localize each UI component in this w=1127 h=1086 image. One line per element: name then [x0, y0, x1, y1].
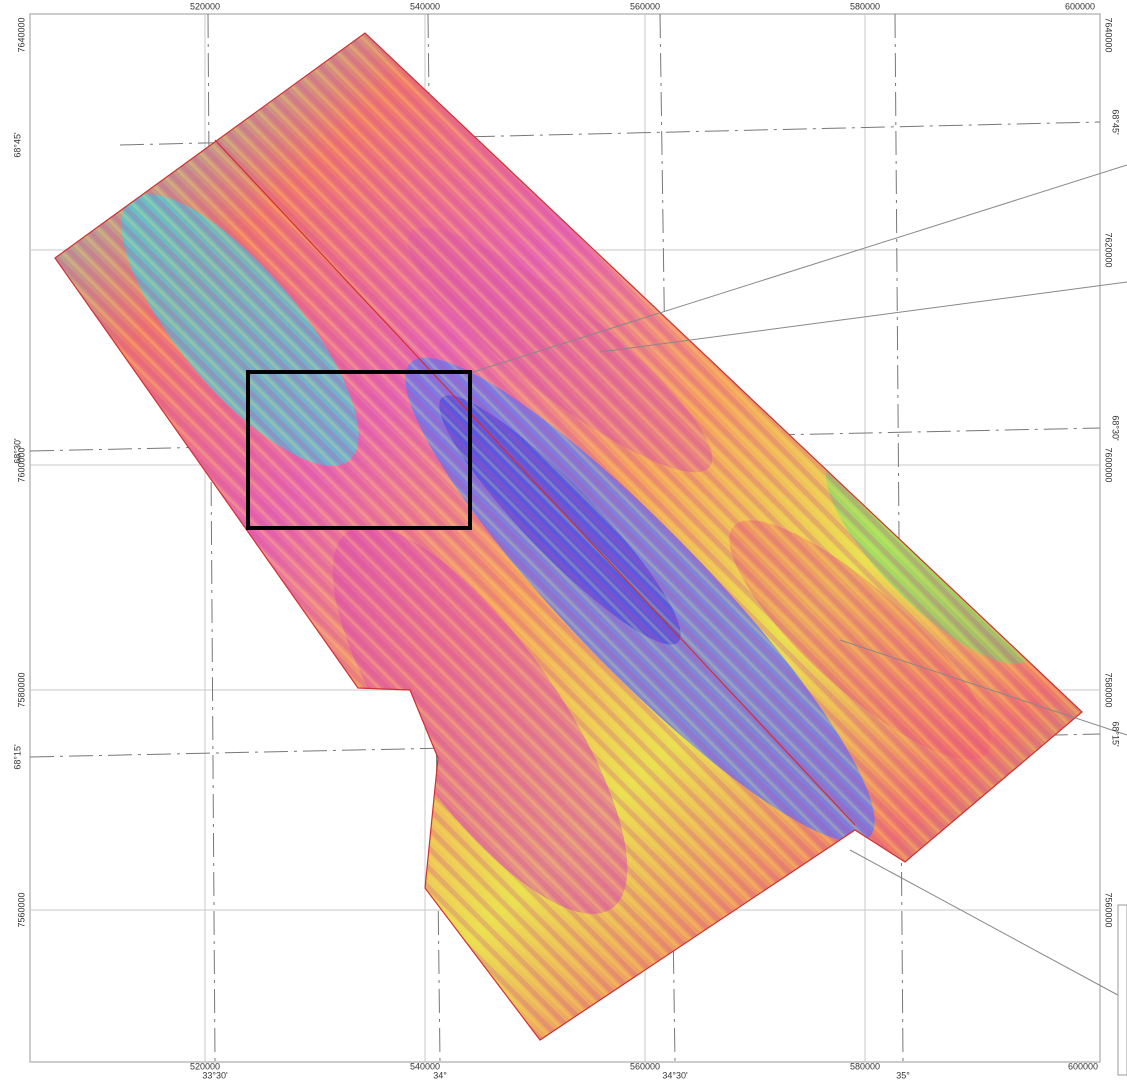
y-coordinate-label: 7560000	[16, 892, 26, 927]
longitude-label: 34°30'	[662, 1070, 688, 1080]
x-coordinate-label: 600000	[1065, 1, 1095, 11]
x-coordinate-label: 520000	[190, 1061, 220, 1071]
profile-line	[214, 139, 856, 826]
leader-lines	[469, 164, 1127, 1001]
x-coordinate-label: 540000	[410, 1, 440, 11]
latitude-label: 68°30'	[1111, 415, 1121, 441]
x-coordinate-label: 600000	[1068, 1061, 1098, 1071]
latitude-label: 68°15'	[12, 744, 22, 770]
x-coordinate-label: 540000	[410, 1061, 440, 1071]
longitude-label: 35°	[896, 1070, 910, 1080]
leader-line	[469, 164, 1127, 374]
inset-frame	[1117, 904, 1127, 1076]
map-frame	[29, 13, 1101, 1063]
y-coordinate-label: 7620000	[1104, 232, 1114, 267]
y-coordinate-label: 7600000	[1104, 447, 1114, 482]
x-coordinate-label: 580000	[850, 1, 880, 11]
latitude-label: 68°45'	[1111, 109, 1121, 135]
longitude-label: 33°30'	[202, 1070, 228, 1080]
y-coordinate-label: 7580000	[1104, 672, 1114, 707]
y-coordinate-label: 7600000	[16, 447, 26, 482]
x-coordinate-label: 560000	[630, 1061, 660, 1071]
leader-line	[599, 281, 1127, 353]
survey-boundary	[54, 32, 1083, 1041]
y-coordinate-label: 7560000	[1104, 892, 1114, 927]
leader-line	[839, 639, 1127, 736]
leader-line	[849, 849, 1127, 1001]
y-coordinate-label: 7640000	[16, 17, 26, 52]
selection-box	[246, 370, 472, 530]
latitude-label: 68°15'	[1111, 721, 1121, 747]
x-coordinate-label: 560000	[630, 1, 660, 11]
latitude-label: 68°30'	[12, 438, 22, 464]
parallel	[29, 733, 1101, 758]
x-coordinate-label: 580000	[850, 1061, 880, 1071]
longitude-label: 34°	[433, 1070, 447, 1080]
y-coordinate-label: 7580000	[16, 672, 26, 707]
y-coordinate-label: 7640000	[1104, 17, 1114, 52]
x-coordinate-label: 520000	[190, 1, 220, 11]
latitude-label: 68°45'	[12, 132, 22, 158]
